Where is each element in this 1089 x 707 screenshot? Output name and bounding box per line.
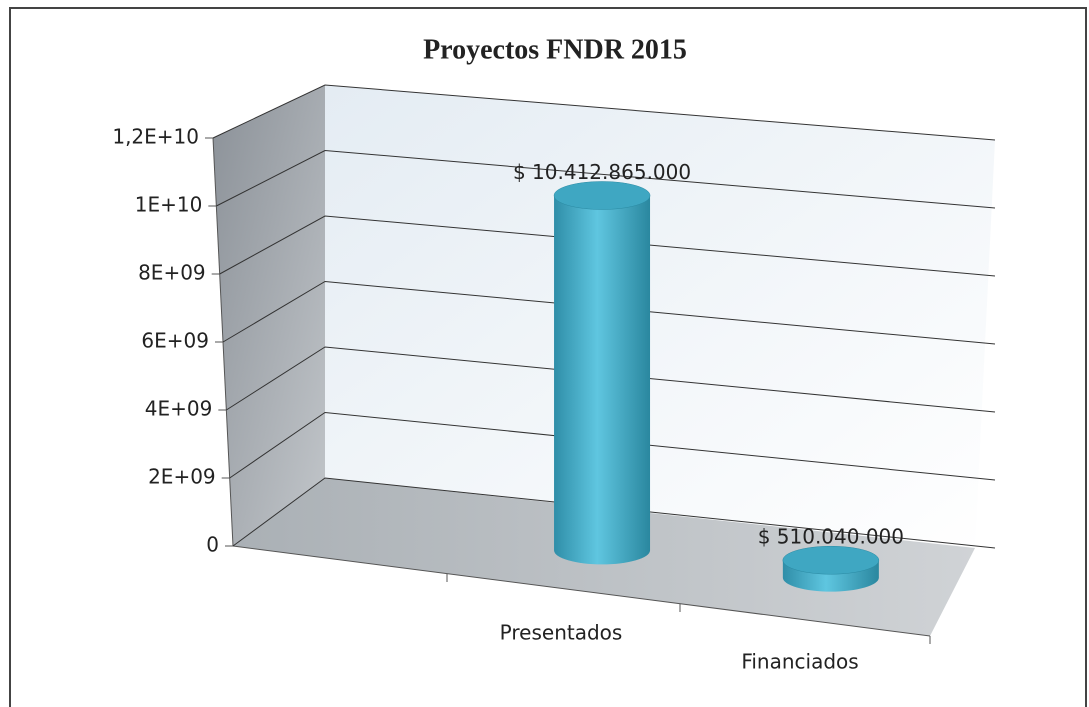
- x-axis: [232, 545, 931, 637]
- bar: [782, 545, 880, 592]
- y-tick-label: 1E+10: [135, 193, 203, 217]
- chart-title: Proyectos FNDR 2015: [423, 34, 687, 65]
- bar: [553, 181, 651, 565]
- grid-line: [212, 84, 996, 141]
- grid-line: [222, 280, 996, 345]
- y-tick-label: 2E+09: [148, 465, 216, 489]
- grid-line: [229, 411, 996, 481]
- y-tick-label: 6E+09: [141, 329, 209, 353]
- bar-top: [553, 181, 651, 210]
- grid-line: [219, 215, 996, 277]
- x-tick-label: Presentados: [500, 621, 623, 645]
- y-tick-label: 0: [206, 533, 219, 557]
- y-tick-label: 4E+09: [145, 397, 213, 421]
- back-wall: [325, 85, 995, 548]
- y-tick-label: 1,2E+10: [112, 125, 199, 149]
- value-label: $ 510.040.000: [758, 525, 904, 549]
- bar-top: [782, 545, 880, 575]
- value-label: $ 10.412.865.000: [513, 160, 691, 184]
- x-tick-label: Financiados: [741, 650, 858, 674]
- grid-line: [226, 346, 996, 413]
- grid-line: [232, 477, 996, 549]
- chart-border: [9, 7, 1087, 707]
- side-wall: [213, 85, 325, 546]
- y-tick-label: 8E+09: [138, 261, 206, 285]
- bar-body: [554, 195, 651, 565]
- grid-line: [216, 149, 996, 209]
